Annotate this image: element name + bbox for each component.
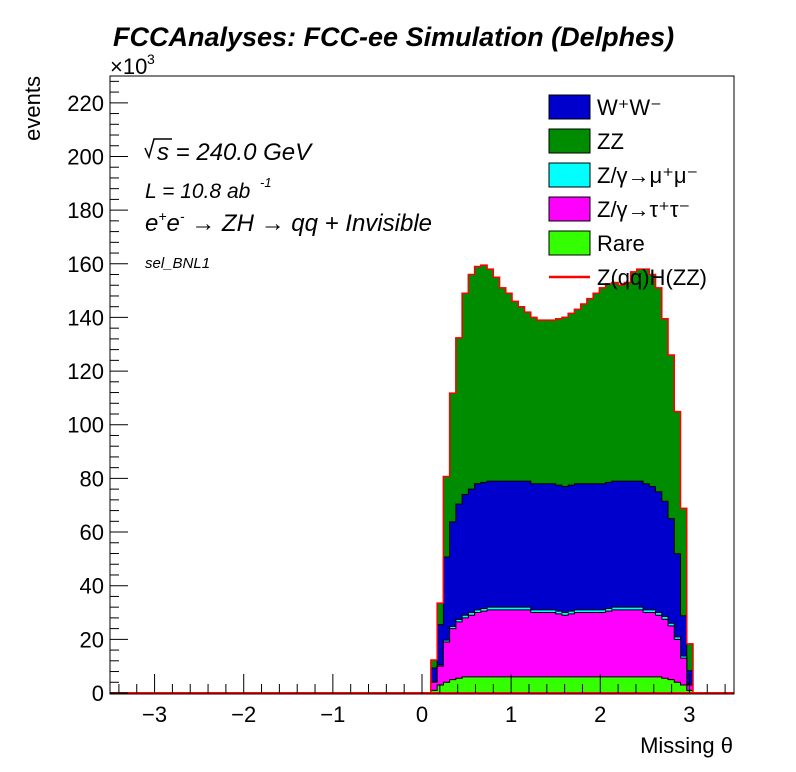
legend-item-z: Z/γ→μ⁺μ⁻ xyxy=(548,162,698,188)
legend-swatch xyxy=(548,230,591,256)
legend-label: Rare xyxy=(597,231,645,256)
x-tick-label: 1 xyxy=(505,702,517,727)
sqrt-s-text: s = 240.0 GeV xyxy=(157,139,313,166)
process-e2: e xyxy=(167,210,180,237)
legend-label: ZZ xyxy=(597,129,624,154)
lumi-text: L = 10.8 ab xyxy=(145,180,251,203)
legend-swatch xyxy=(548,196,591,222)
y-tick-label: 40 xyxy=(80,574,104,599)
legend-swatch xyxy=(548,162,591,188)
legend-label: W⁺W⁻ xyxy=(597,95,662,120)
legend-swatch xyxy=(548,94,591,120)
y-axis: 0 20 40 60 80 100 120 140 160 180 200 220 xyxy=(67,80,128,706)
process-arrow-zh: → ZH xyxy=(185,210,261,237)
y-tick-label: 200 xyxy=(67,144,104,169)
series-area-rare xyxy=(430,676,694,694)
y-tick-label: 80 xyxy=(80,466,104,491)
y-tick-label: 0 xyxy=(92,681,104,706)
sqrt-s-annotation: s = 240.0 GeV xyxy=(144,138,313,166)
lumi-exponent: -1 xyxy=(260,175,272,190)
process-annotation: e+e- → ZH → qq + Invisible xyxy=(145,208,432,237)
y-multiplier: ×10 3 xyxy=(110,51,155,79)
y-tick-label: 20 xyxy=(80,627,104,652)
process-e1-sup: + xyxy=(158,208,166,224)
x-tick-label: 3 xyxy=(683,702,695,727)
process-decay: → qq + Invisible xyxy=(261,210,432,237)
stack-layer xyxy=(430,264,694,694)
plot-frame xyxy=(109,75,735,695)
series-rare xyxy=(430,676,694,694)
signal-layer xyxy=(430,264,694,693)
x-tick-label: 2 xyxy=(594,702,606,727)
legend-item-w-w: W⁺W⁻ xyxy=(548,94,662,120)
y-tick-label: 220 xyxy=(67,91,104,116)
x-tick-label: 0 xyxy=(416,702,428,727)
x-tick-label: −1 xyxy=(320,702,345,727)
series-area-z xyxy=(430,609,694,694)
y-tick-label: 100 xyxy=(67,413,104,438)
legend-item-zz: ZZ xyxy=(548,128,624,154)
y-multiplier-base: ×10 xyxy=(110,54,147,79)
y-multiplier-exponent: 3 xyxy=(147,51,155,67)
legend-item-z: Z/γ→τ⁺τ⁻ xyxy=(548,196,690,222)
x-tick-label: −2 xyxy=(231,702,256,727)
legend-label: Z(qq)H(ZZ) xyxy=(597,265,707,290)
legend-item-rare: Rare xyxy=(548,230,645,256)
y-tick-label: 60 xyxy=(80,520,104,545)
x-axis: −3 −2 −1 0 1 2 3 xyxy=(118,674,726,727)
process-e2-sup: - xyxy=(180,208,185,224)
legend-swatch xyxy=(548,128,591,154)
x-tick-label: −3 xyxy=(142,702,167,727)
y-tick-label: 160 xyxy=(67,252,104,277)
sqrt-symbol xyxy=(144,138,172,160)
process-text: e+e- → ZH → qq + Invisible xyxy=(145,208,432,237)
x-axis-label: Missing θ xyxy=(640,733,733,758)
series-z xyxy=(430,609,694,694)
legend: W⁺W⁻ ZZ Z/γ→μ⁺μ⁻ Z/γ→τ⁺τ⁻ Rare Z(qq)H(ZZ) xyxy=(548,94,707,290)
y-axis-label: events xyxy=(20,76,45,141)
luminosity-annotation: L = 10.8 ab -1 xyxy=(145,175,272,203)
signal-line xyxy=(430,264,694,693)
chart-title: FCCAnalyses: FCC-ee Simulation (Delphes) xyxy=(113,22,674,52)
y-tick-label: 120 xyxy=(67,359,104,384)
legend-label: Z/γ→μ⁺μ⁻ xyxy=(597,163,698,188)
legend-item-z-qq-h-zz: Z(qq)H(ZZ) xyxy=(549,265,707,290)
legend-label: Z/γ→τ⁺τ⁻ xyxy=(597,197,690,222)
process-e1: e xyxy=(145,210,158,237)
y-tick-label: 140 xyxy=(67,305,104,330)
selection-label: sel_BNL1 xyxy=(145,255,210,272)
y-tick-label: 180 xyxy=(67,198,104,223)
